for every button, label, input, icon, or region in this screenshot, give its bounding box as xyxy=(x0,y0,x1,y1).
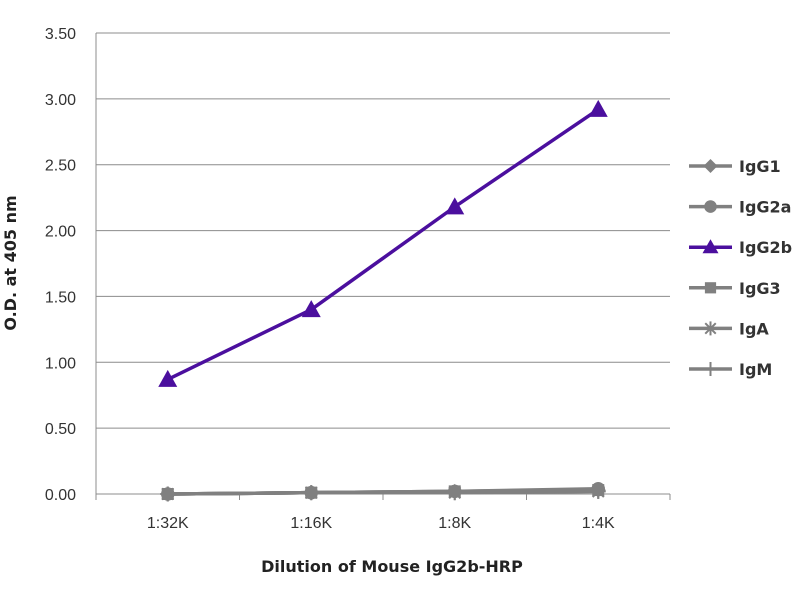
legend-marker-igg3 xyxy=(704,282,717,294)
x-axis-title: Dilution of Mouse IgG2b-HRP xyxy=(261,557,523,576)
legend: IgG1 IgG2a IgG2b IgG3 IgA IgM xyxy=(689,157,792,379)
legend-label-igg1: IgG1 xyxy=(739,157,781,176)
y-tick-label: 3.50 xyxy=(45,26,76,43)
legend-marker-iga xyxy=(704,321,717,336)
series-line-igm xyxy=(167,489,599,496)
legend-marker-igg1 xyxy=(703,159,718,173)
legend-item-igg2b: IgG2b xyxy=(689,238,792,257)
data-point-igm xyxy=(447,485,463,501)
series-line-igg2b xyxy=(166,107,600,381)
series-igm xyxy=(160,483,606,502)
x-tick-label: 1:4K xyxy=(582,515,615,532)
legend-item-iga: IgA xyxy=(689,319,769,338)
y-tick-label: 0.50 xyxy=(45,421,76,438)
x-tick-label: 1:16K xyxy=(290,515,332,532)
legend-marker-igg2b-shape xyxy=(702,239,719,254)
legend-item-igm: IgM xyxy=(689,360,772,379)
legend-label-igg2a: IgG2a xyxy=(739,198,791,217)
legend-marker-igg1-shape xyxy=(703,159,718,173)
data-point-igg2b-shape xyxy=(158,369,178,387)
grid-lines xyxy=(95,32,671,500)
y-tick-label: 0.00 xyxy=(45,487,76,504)
data-point-igg2b-shape xyxy=(445,197,465,215)
legend-marker-igg2a xyxy=(704,200,717,213)
legend-marker-igg2a-shape xyxy=(704,200,717,213)
legend-label-igg3: IgG3 xyxy=(739,279,781,298)
y-tick-labels: 0.00 0.50 1.00 1.50 2.00 2.50 3.00 3.50 xyxy=(45,26,76,504)
legend-marker-igm xyxy=(703,362,718,376)
y-tick-label: 3.00 xyxy=(45,92,76,109)
data-point-igm xyxy=(160,486,176,502)
data-point-igm xyxy=(303,485,319,501)
data-point-igg2b xyxy=(301,300,321,318)
data-point-igm xyxy=(590,483,606,499)
y-tick-label: 1.50 xyxy=(45,289,76,306)
data-point-igg2b-shape xyxy=(588,99,608,117)
y-tick-label: 2.50 xyxy=(45,158,76,175)
legend-label-iga: IgA xyxy=(739,319,769,338)
series-igg2b xyxy=(158,99,608,387)
legend-marker-igg2b xyxy=(702,239,719,254)
legend-item-igg1: IgG1 xyxy=(689,157,781,176)
y-axis-title: O.D. at 405 nm xyxy=(1,195,20,330)
y-tick-label: 2.00 xyxy=(45,224,76,241)
data-point-igg2b xyxy=(588,99,608,117)
legend-marker-igg3-shape xyxy=(704,282,717,294)
legend-label-igm: IgM xyxy=(739,360,772,379)
x-tick-label: 1:8K xyxy=(438,515,471,532)
data-point-igg2b xyxy=(445,197,465,215)
series-group xyxy=(158,99,608,502)
x-tick-labels: 1:32K 1:16K 1:8K 1:4K xyxy=(147,515,615,532)
x-tick-label: 1:32K xyxy=(147,515,189,532)
y-tick-label: 1.00 xyxy=(45,355,76,372)
data-point-igg2b-shape xyxy=(301,300,321,318)
legend-label-igg2b: IgG2b xyxy=(739,238,792,257)
legend-item-igg2a: IgG2a xyxy=(689,198,791,217)
data-point-igg2b xyxy=(158,369,178,387)
legend-item-igg3: IgG3 xyxy=(689,279,781,298)
